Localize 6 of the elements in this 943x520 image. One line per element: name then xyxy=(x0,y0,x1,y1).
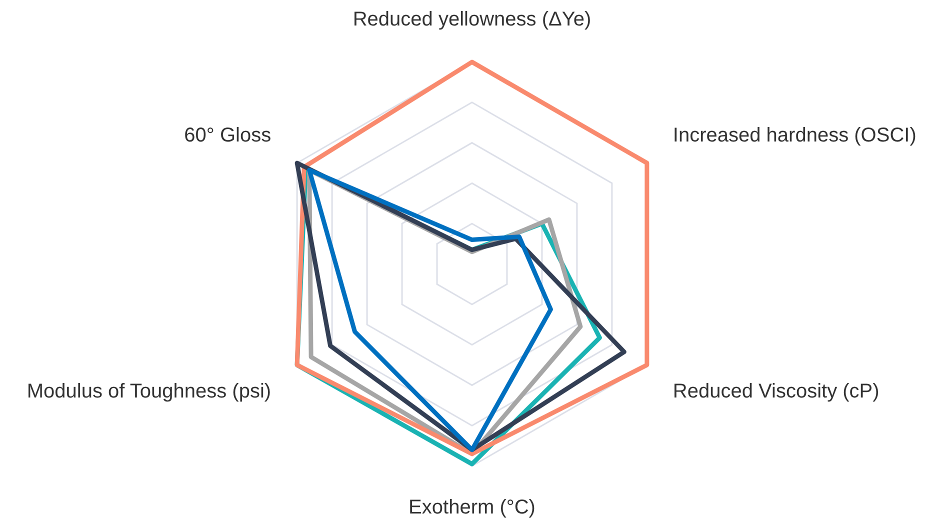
spoke-label: Exotherm (°C) xyxy=(408,496,536,519)
spoke-label: Modulus of Toughness (psi) xyxy=(26,380,272,403)
spoke-label: Reduced Viscosity (cP) xyxy=(672,380,880,403)
spoke-label: Reduced yellowness (ΔYe) xyxy=(352,8,592,31)
spoke-label: Increased hardness (OSCI) xyxy=(672,124,916,147)
spoke-label: 60° Gloss xyxy=(184,124,272,147)
